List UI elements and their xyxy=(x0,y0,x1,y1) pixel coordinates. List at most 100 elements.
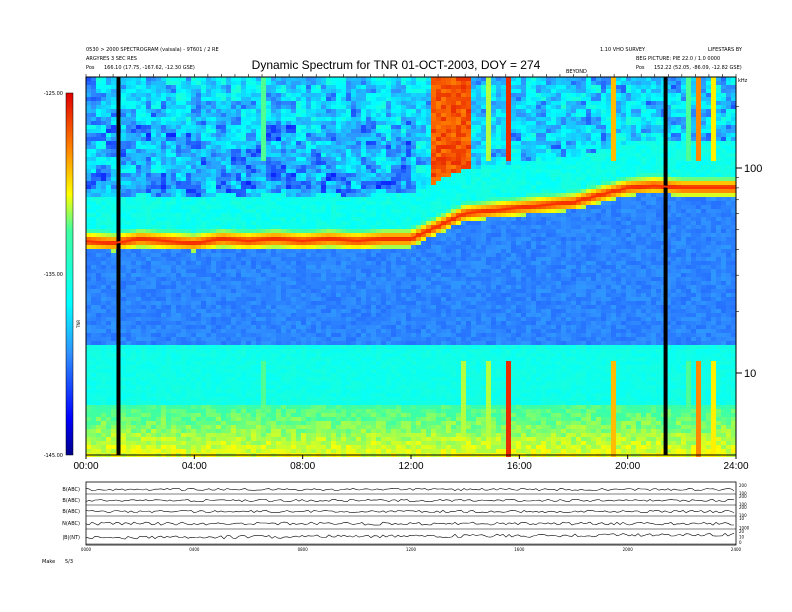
heatmap-cell xyxy=(151,449,156,453)
heatmap-cell xyxy=(306,197,311,201)
heatmap-cell xyxy=(306,157,311,161)
heatmap-cell xyxy=(246,329,251,333)
heatmap-cell xyxy=(241,141,246,145)
heatmap-cell xyxy=(111,197,116,201)
heatmap-cell xyxy=(246,313,251,317)
heatmap-cell xyxy=(341,193,346,197)
heatmap-cell xyxy=(161,233,166,237)
heatmap-cell xyxy=(146,325,151,329)
heatmap-cell xyxy=(271,81,276,85)
heatmap-cell xyxy=(256,421,261,425)
heatmap-cell xyxy=(191,209,196,213)
heatmap-cell xyxy=(151,313,156,317)
heatmap-cell xyxy=(121,141,126,145)
heatmap-cell xyxy=(131,241,136,245)
heatmap-cell xyxy=(341,245,346,249)
heatmap-cell xyxy=(226,293,231,297)
heatmap-cell xyxy=(311,213,316,217)
heatmap-cell xyxy=(111,433,116,437)
heatmap-cell xyxy=(271,397,276,401)
heatmap-cell xyxy=(166,157,171,161)
heatmap-cell xyxy=(291,213,296,217)
heatmap-cell xyxy=(346,77,351,81)
heatmap-cell xyxy=(161,133,166,137)
heatmap-cell xyxy=(226,289,231,293)
heatmap-cell xyxy=(171,169,176,173)
heatmap-cell xyxy=(111,173,116,177)
heatmap-cell xyxy=(266,109,271,113)
heatmap-cell xyxy=(316,285,321,289)
heatmap-cell xyxy=(211,125,216,129)
heatmap-cell xyxy=(181,325,186,329)
heatmap-cell xyxy=(261,101,266,105)
heatmap-cell xyxy=(106,257,111,261)
heatmap-cell xyxy=(211,169,216,173)
heatmap-cell xyxy=(341,121,346,125)
heatmap-cell xyxy=(166,117,171,121)
heatmap-cell xyxy=(291,281,296,285)
heatmap-cell xyxy=(201,341,206,345)
heatmap-cell xyxy=(196,137,201,141)
heatmap-cell xyxy=(111,233,116,237)
heatmap-cell xyxy=(306,325,311,329)
heatmap-cell xyxy=(161,353,166,357)
heatmap-cell xyxy=(316,421,321,425)
heatmap-cell xyxy=(176,441,181,445)
heatmap-cell xyxy=(231,301,236,305)
heatmap-cell xyxy=(101,145,106,149)
heatmap-cell xyxy=(311,205,316,209)
heatmap-cell xyxy=(241,113,246,117)
heatmap-cell xyxy=(176,161,181,165)
heatmap-cell xyxy=(146,309,151,313)
heatmap-cell xyxy=(161,193,166,197)
heatmap-cell xyxy=(106,297,111,301)
heatmap-cell xyxy=(126,137,131,141)
heatmap-cell xyxy=(166,77,171,81)
heatmap-cell xyxy=(336,241,341,245)
heatmap-cell xyxy=(326,329,331,333)
heatmap-cell xyxy=(161,429,166,433)
heatmap-cell xyxy=(86,377,91,381)
heatmap-cell xyxy=(311,377,316,381)
heatmap-cell xyxy=(141,221,146,225)
heatmap-cell xyxy=(126,353,131,357)
heatmap-cell xyxy=(166,433,171,437)
heatmap-cell xyxy=(241,297,246,301)
heatmap-cell xyxy=(156,245,161,249)
heatmap-cell xyxy=(211,437,216,441)
heatmap-cell xyxy=(261,97,266,101)
heatmap-cell xyxy=(156,145,161,149)
heatmap-cell xyxy=(266,129,271,133)
heatmap-cell xyxy=(236,361,241,365)
heatmap-cell xyxy=(306,193,311,197)
heatmap-cell xyxy=(231,437,236,441)
heatmap-cell xyxy=(311,317,316,321)
heatmap-cell xyxy=(291,321,296,325)
heatmap-cell xyxy=(246,305,251,309)
heatmap-cell xyxy=(256,197,261,201)
heatmap-cell xyxy=(256,357,261,361)
heatmap-cell xyxy=(206,161,211,165)
heatmap-cell xyxy=(156,429,161,433)
heatmap-cell xyxy=(131,381,136,385)
heatmap-cell xyxy=(186,133,191,137)
heatmap-cell xyxy=(86,353,91,357)
heatmap-cell xyxy=(236,241,241,245)
heatmap-cell xyxy=(341,337,346,341)
heatmap-cell xyxy=(331,413,336,417)
heatmap-cell xyxy=(106,325,111,329)
heatmap-cell xyxy=(131,361,136,365)
heatmap-cell xyxy=(246,101,251,105)
heatmap-cell xyxy=(91,117,96,121)
heatmap-cell xyxy=(301,193,306,197)
heatmap-cell xyxy=(101,261,106,265)
heatmap-cell xyxy=(211,85,216,89)
heatmap-cell xyxy=(296,433,301,437)
heatmap-cell xyxy=(276,101,281,105)
heatmap-cell xyxy=(166,369,171,373)
heatmap-cell xyxy=(251,301,256,305)
heatmap-cell xyxy=(231,157,236,161)
heatmap-cell xyxy=(86,141,91,145)
heatmap-cell xyxy=(91,349,96,353)
heatmap-cell xyxy=(231,217,236,221)
